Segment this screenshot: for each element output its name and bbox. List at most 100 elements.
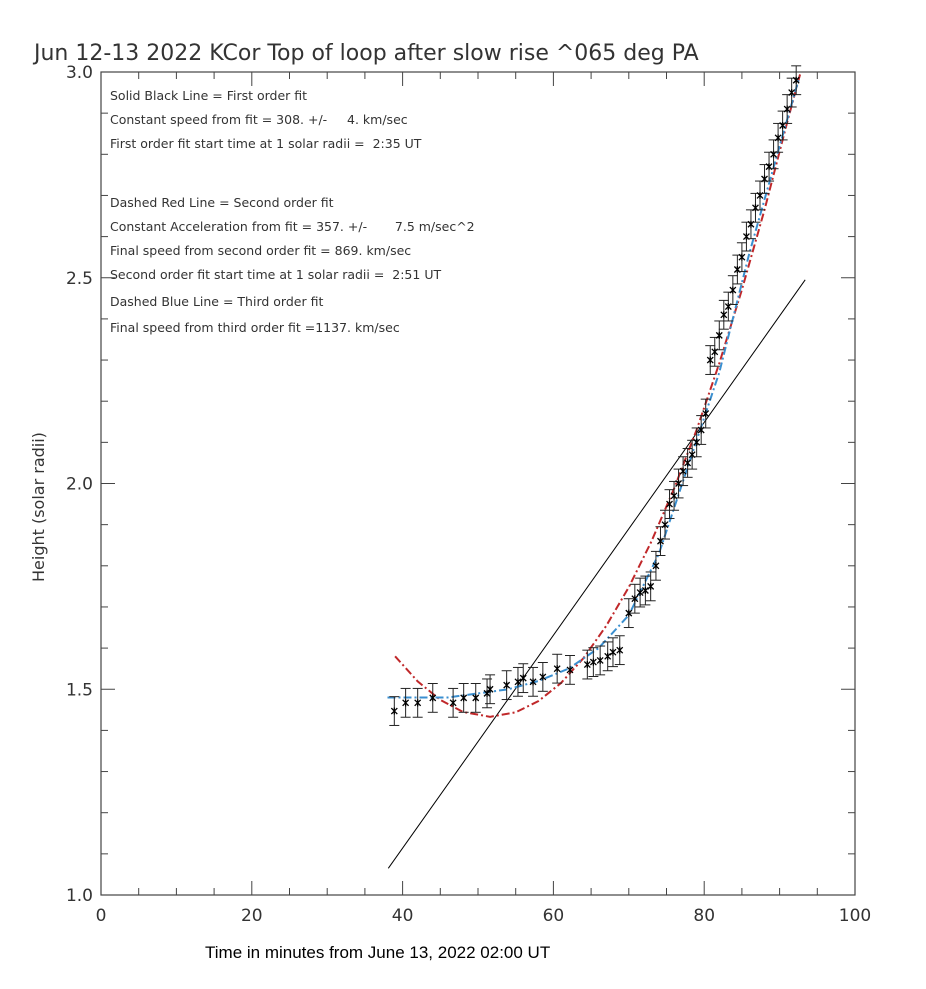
asterisk-marker bbox=[553, 665, 561, 673]
asterisk-marker bbox=[738, 253, 746, 261]
y-tick-label: 1.0 bbox=[66, 886, 93, 906]
data-point bbox=[485, 674, 496, 705]
chart-title: Jun 12-13 2022 KCor Top of loop after sl… bbox=[32, 41, 699, 66]
asterisk-marker bbox=[483, 689, 491, 697]
asterisk-marker bbox=[514, 678, 522, 686]
data-point bbox=[691, 427, 702, 458]
data-point bbox=[458, 682, 469, 713]
y-tick-label: 1.5 bbox=[66, 680, 93, 700]
asterisk-marker bbox=[661, 521, 669, 529]
data-point bbox=[727, 275, 738, 305]
data-point bbox=[782, 94, 793, 124]
y-tick-label: 2.5 bbox=[66, 269, 93, 289]
data-point bbox=[764, 151, 775, 182]
asterisk-marker bbox=[429, 694, 437, 702]
annotation-text: Dashed Blue Line = Third order fit bbox=[110, 294, 323, 309]
annotation-text: Constant Acceleration from fit = 357. +/… bbox=[110, 219, 475, 234]
data-point bbox=[736, 242, 747, 273]
annotation-text: Dashed Red Line = Second order fit bbox=[110, 195, 334, 210]
asterisk-marker bbox=[589, 658, 597, 666]
data-point bbox=[700, 398, 711, 429]
asterisk-marker bbox=[529, 678, 537, 686]
asterisk-marker bbox=[641, 586, 649, 594]
asterisk-marker bbox=[636, 589, 644, 597]
data-point bbox=[659, 509, 670, 540]
data-point bbox=[732, 254, 743, 285]
data-point bbox=[389, 696, 400, 726]
x-tick-label: 80 bbox=[693, 906, 715, 926]
annotation-text: Final speed from third order fit =1137. … bbox=[110, 320, 400, 335]
asterisk-marker bbox=[706, 356, 714, 364]
asterisk-marker bbox=[414, 699, 422, 707]
data-point bbox=[718, 299, 729, 330]
data-point bbox=[400, 687, 411, 718]
second-order-fit-line bbox=[394, 71, 802, 718]
asterisk-marker bbox=[486, 685, 494, 693]
third-order-fit-line bbox=[387, 79, 800, 699]
data-point bbox=[501, 670, 512, 701]
asterisk-marker bbox=[715, 331, 723, 339]
asterisk-marker bbox=[652, 562, 660, 570]
asterisk-marker bbox=[616, 646, 624, 654]
annotation-text: First order fit start time at 1 solar ra… bbox=[110, 136, 422, 151]
first-order-fit-line bbox=[387, 279, 806, 869]
data-point bbox=[640, 575, 651, 606]
data-point bbox=[705, 345, 716, 375]
asterisk-marker bbox=[666, 500, 673, 508]
asterisk-marker bbox=[449, 699, 457, 707]
data-point bbox=[482, 678, 493, 709]
data-point bbox=[682, 448, 693, 478]
annotation-text: Solid Black Line = First order fit bbox=[110, 88, 307, 103]
asterisk-marker bbox=[720, 311, 728, 319]
x-tick-label: 40 bbox=[392, 906, 414, 926]
data-point bbox=[607, 637, 618, 668]
data-point bbox=[537, 662, 548, 692]
asterisk-marker bbox=[631, 595, 639, 603]
data-point bbox=[412, 687, 423, 718]
asterisk-marker bbox=[583, 661, 591, 669]
annotation-text: Second order fit start time at 1 solar r… bbox=[110, 267, 441, 282]
asterisk-marker bbox=[566, 666, 574, 674]
data-point bbox=[650, 550, 661, 581]
data-point bbox=[678, 456, 689, 487]
y-tick-label: 2.0 bbox=[66, 475, 93, 495]
asterisk-marker bbox=[625, 609, 633, 617]
x-tick-label: 0 bbox=[96, 906, 107, 926]
asterisk-marker bbox=[792, 76, 800, 84]
data-point bbox=[714, 320, 725, 351]
data-point bbox=[470, 682, 481, 713]
data-point bbox=[629, 583, 640, 614]
data-point bbox=[512, 666, 523, 697]
x-tick-label: 60 bbox=[543, 906, 565, 926]
asterisk-marker bbox=[647, 582, 655, 590]
data-point bbox=[750, 192, 761, 223]
asterisk-marker bbox=[679, 467, 687, 475]
annotation-text: Final speed from second order fit = 869.… bbox=[110, 243, 411, 258]
data-point bbox=[582, 649, 593, 680]
y-tick-label: 3.0 bbox=[66, 63, 93, 83]
data-point bbox=[602, 641, 613, 672]
data-point bbox=[614, 635, 625, 666]
x-tick-label: 20 bbox=[241, 906, 263, 926]
data-point bbox=[588, 647, 599, 677]
data-point bbox=[791, 65, 802, 96]
data-point bbox=[518, 663, 529, 694]
data-point bbox=[745, 209, 756, 240]
asterisk-marker bbox=[609, 648, 617, 656]
data-point bbox=[741, 221, 752, 252]
asterisk-marker bbox=[472, 694, 480, 702]
y-axis-label: Height (solar radii) bbox=[29, 432, 48, 582]
data-point bbox=[664, 489, 675, 519]
asterisk-marker bbox=[702, 410, 710, 418]
data-point bbox=[564, 655, 575, 685]
data-point bbox=[635, 577, 646, 608]
data-point bbox=[754, 180, 765, 211]
data-point bbox=[427, 682, 438, 713]
data-point bbox=[623, 598, 634, 629]
asterisk-marker bbox=[604, 652, 612, 660]
data-point bbox=[595, 645, 606, 676]
asterisk-marker bbox=[684, 459, 692, 467]
asterisk-marker bbox=[729, 286, 737, 294]
